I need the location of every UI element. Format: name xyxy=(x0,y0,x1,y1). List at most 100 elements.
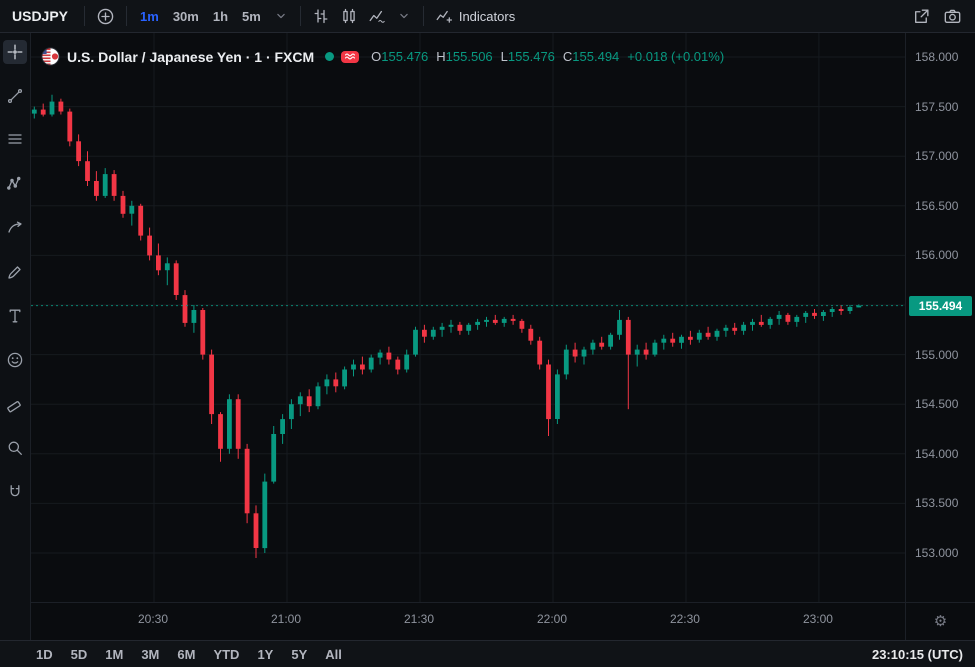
pattern-icon xyxy=(7,176,21,190)
price-axis[interactable]: 155.494 158.000 157.500 157.000 156.500 156.… xyxy=(905,33,975,602)
market-status-icon xyxy=(325,52,335,61)
toolbar-divider xyxy=(299,6,301,26)
price-axis-label: 156.500 xyxy=(915,198,959,213)
chart-canvas[interactable] xyxy=(31,33,905,602)
share-button[interactable] xyxy=(907,3,936,29)
chart-style-menu-button[interactable] xyxy=(391,3,417,29)
fib-retracement-icon xyxy=(8,134,22,144)
last-price-label: 155.494 xyxy=(909,295,972,316)
interval-1m-button[interactable]: 1m xyxy=(133,3,166,29)
pair-flag-icon xyxy=(41,47,60,66)
date-range-group: 1D 5D 1M 3M 6M YTD 1Y 5Y All xyxy=(28,643,350,665)
interval-group: 1m 30m 1h 5m xyxy=(133,3,268,29)
range-5Y-button[interactable]: 5Y xyxy=(283,643,315,665)
chart-legend: U.S. Dollar / Japanese Yen · 1 · FXCM O1… xyxy=(41,47,724,66)
top-toolbar: USDJPY 1m 30m 1h 5m Indicators xyxy=(0,0,975,33)
trend-line-icon xyxy=(7,88,23,104)
symbol-title[interactable]: U.S. Dollar / Japanese Yen · 1 · FXCM xyxy=(67,48,315,65)
price-axis-label: 156.000 xyxy=(915,248,959,263)
chart-style-group xyxy=(307,3,391,29)
time-axis[interactable]: 20:30 21:00 21:30 22:00 22:30 23:00 xyxy=(31,602,905,640)
low-value: L155.476 xyxy=(500,49,555,64)
range-1Y-button[interactable]: 1Y xyxy=(249,643,281,665)
tool-zoom-button[interactable] xyxy=(3,436,27,460)
tool-fib-retracement-button[interactable] xyxy=(3,128,27,152)
candles-icon xyxy=(343,8,355,24)
time-axis-label: 22:30 xyxy=(669,612,700,626)
tool-pattern-button[interactable] xyxy=(3,172,27,196)
ohlc-readout: O155.476 H155.506 L155.476 C155.494 +0.0… xyxy=(371,49,724,64)
time-axis-label: 23:00 xyxy=(802,612,833,626)
time-axis-label: 21:30 xyxy=(403,612,434,626)
screenshot-button[interactable] xyxy=(938,3,967,29)
line-style-icon xyxy=(369,10,385,23)
price-axis-label: 155.000 xyxy=(915,347,959,362)
tool-brush-button[interactable] xyxy=(3,260,27,284)
range-All-button[interactable]: All xyxy=(317,643,350,665)
interval-menu-button[interactable] xyxy=(268,3,294,29)
crosshair-icon xyxy=(7,44,23,60)
range-1M-button[interactable]: 1M xyxy=(97,643,131,665)
close-value: C155.494 xyxy=(562,49,620,64)
time-axis-label: 21:00 xyxy=(270,612,302,626)
bars-icon xyxy=(314,9,328,24)
chevron-down-icon xyxy=(277,13,285,19)
tool-magnet-button[interactable] xyxy=(3,480,27,504)
interval-5m-button[interactable]: 5m xyxy=(235,3,268,29)
toolbar-divider xyxy=(84,6,86,26)
topbar-right-group xyxy=(907,3,967,29)
magnet-icon xyxy=(10,485,20,497)
tool-crosshair-button[interactable] xyxy=(3,40,27,64)
clock: 23:10:15 (UTC) xyxy=(871,646,963,662)
brush-icon xyxy=(8,266,21,279)
time-axis-label: 20:30 xyxy=(138,612,169,626)
range-1D-button[interactable]: 1D xyxy=(28,643,61,665)
chevron-down-icon xyxy=(400,13,408,19)
symbol-button[interactable]: USDJPY xyxy=(8,8,78,24)
price-axis-label: 154.000 xyxy=(915,446,959,461)
toolbar-divider xyxy=(422,6,424,26)
tool-trend-line-button[interactable] xyxy=(3,84,27,108)
delayed-data-icon[interactable] xyxy=(341,50,360,63)
change-value: +0.018 (+0.01%) xyxy=(627,49,725,64)
share-icon xyxy=(915,8,929,23)
bars-button[interactable] xyxy=(307,3,335,29)
open-value: O155.476 xyxy=(371,49,429,64)
indicators-label: Indicators xyxy=(458,8,516,24)
plus-circle-icon xyxy=(97,8,114,24)
drawing-toolbar xyxy=(0,33,31,640)
tool-emoji-button[interactable] xyxy=(3,348,27,372)
price-axis-label: 157.500 xyxy=(915,99,959,114)
indicators-icon xyxy=(436,10,452,23)
price-axis-label: 153.000 xyxy=(915,546,959,560)
range-3M-button[interactable]: 3M xyxy=(133,643,167,665)
axis-corner: ⚙ xyxy=(905,602,975,640)
chart-area: U.S. Dollar / Japanese Yen · 1 · FXCM O1… xyxy=(31,33,905,602)
axis-settings-button[interactable]: ⚙ xyxy=(928,612,953,631)
tool-prediction-button[interactable] xyxy=(3,216,27,240)
interval-30m-button[interactable]: 30m xyxy=(166,3,206,29)
price-axis-label: 157.000 xyxy=(915,149,959,164)
measure-icon xyxy=(7,401,21,413)
candles-button[interactable] xyxy=(335,3,363,29)
indicators-button[interactable]: Indicators xyxy=(430,3,520,29)
camera-icon xyxy=(944,9,961,23)
tool-text-button[interactable] xyxy=(3,304,27,328)
interval-1h-button[interactable]: 1h xyxy=(206,3,235,29)
tool-measure-button[interactable] xyxy=(3,392,27,416)
prediction-icon xyxy=(8,221,22,233)
range-5D-button[interactable]: 5D xyxy=(63,643,96,665)
gear-icon: ⚙ xyxy=(933,613,948,630)
line-style-button[interactable] xyxy=(363,3,391,29)
toolbar-divider xyxy=(126,6,128,26)
price-axis-label: 158.000 xyxy=(915,50,959,64)
bottom-toolbar: 1D 5D 1M 3M 6M YTD 1Y 5Y All 23:10:15 (UTC) xyxy=(0,640,975,667)
indicators-icon-holder xyxy=(435,7,453,25)
price-axis-label: 153.500 xyxy=(915,496,959,511)
compare-add-button[interactable] xyxy=(91,3,120,29)
emoji-icon xyxy=(7,352,23,368)
high-value: H155.506 xyxy=(436,49,493,64)
range-YTD-button[interactable]: YTD xyxy=(205,643,247,665)
range-6M-button[interactable]: 6M xyxy=(169,643,203,665)
zoom-icon xyxy=(8,441,22,455)
